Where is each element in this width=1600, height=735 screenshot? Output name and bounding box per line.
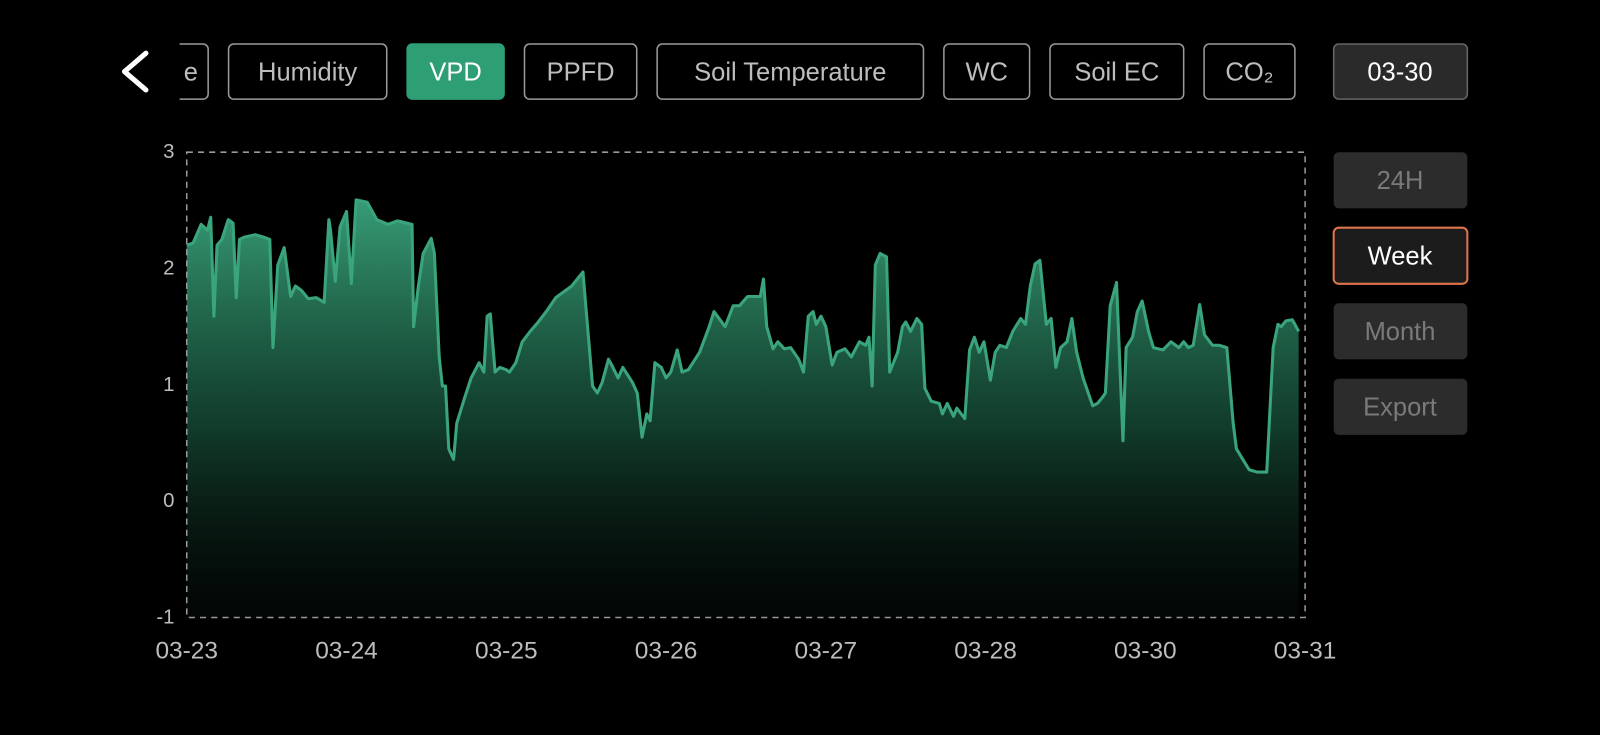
tab[interactable]: Humidity <box>227 43 388 100</box>
tab-label[interactable]: VPD <box>429 59 481 87</box>
tab-frame[interactable] <box>656 43 925 100</box>
y-tick-label: 0 <box>163 490 174 512</box>
tab[interactable]: WC <box>943 43 1031 100</box>
range-button[interactable] <box>1333 303 1468 360</box>
x-tick-label: 03-25 <box>475 638 538 665</box>
tab-frame[interactable] <box>943 43 1031 100</box>
y-tick-label: -1 <box>156 607 174 629</box>
tab-bar: e Humidity VPD PPFD Soil Temperature WC Soil E… <box>153 43 1296 100</box>
x-tick-label: 03-28 <box>954 638 1017 665</box>
tab-frame[interactable] <box>227 43 388 100</box>
x-tick-label: 03-23 <box>155 638 218 665</box>
y-tick-label: 2 <box>163 258 174 280</box>
tab-frame[interactable] <box>523 43 638 100</box>
data-line <box>186 198 1301 474</box>
range-label[interactable]: Export <box>1363 393 1437 421</box>
tab-frame[interactable] <box>406 43 505 100</box>
tab[interactable]: VPD <box>406 43 505 100</box>
range-button[interactable] <box>1333 378 1468 435</box>
tab[interactable]: e <box>153 43 209 100</box>
tab-label[interactable]: WC <box>965 59 1007 87</box>
tab[interactable]: CO₂ <box>1203 43 1296 100</box>
area-fill <box>186 199 1299 618</box>
range-label[interactable]: Week <box>1368 242 1433 270</box>
tab-label[interactable]: Soil EC <box>1074 59 1159 87</box>
tab[interactable]: PPFD <box>523 43 638 100</box>
x-tick-label: 03-30 <box>1114 638 1177 665</box>
tab-frame[interactable] <box>1049 43 1185 100</box>
x-tick-label: 03-27 <box>795 638 858 665</box>
x-tick-label: 03-26 <box>635 638 698 665</box>
tab-frame[interactable] <box>1203 43 1296 100</box>
date-label[interactable]: 03-30 <box>1367 59 1432 87</box>
tab[interactable]: Soil Temperature <box>656 43 925 100</box>
tab-label[interactable]: Soil Temperature <box>694 59 886 87</box>
tab-frame[interactable] <box>153 43 209 100</box>
tab-label[interactable]: e <box>184 59 198 87</box>
tab-label[interactable]: Humidity <box>258 59 357 87</box>
back-button[interactable] <box>121 50 149 93</box>
plot-frame <box>185 151 1306 619</box>
y-tick-label: 1 <box>163 374 174 396</box>
range-label[interactable]: 24H <box>1377 167 1424 195</box>
range-button[interactable] <box>1333 152 1468 209</box>
tab-label[interactable]: PPFD <box>547 59 615 87</box>
tab[interactable]: Soil EC <box>1049 43 1185 100</box>
tab-label[interactable]: CO₂ <box>1225 59 1273 87</box>
y-tick-label: 3 <box>163 141 174 163</box>
x-tick-label: 03-24 <box>315 638 378 665</box>
x-tick-label: 03-31 <box>1274 638 1337 665</box>
range-button[interactable] <box>1332 226 1469 285</box>
date-button[interactable] <box>1332 43 1469 100</box>
range-label[interactable]: Month <box>1365 318 1436 346</box>
